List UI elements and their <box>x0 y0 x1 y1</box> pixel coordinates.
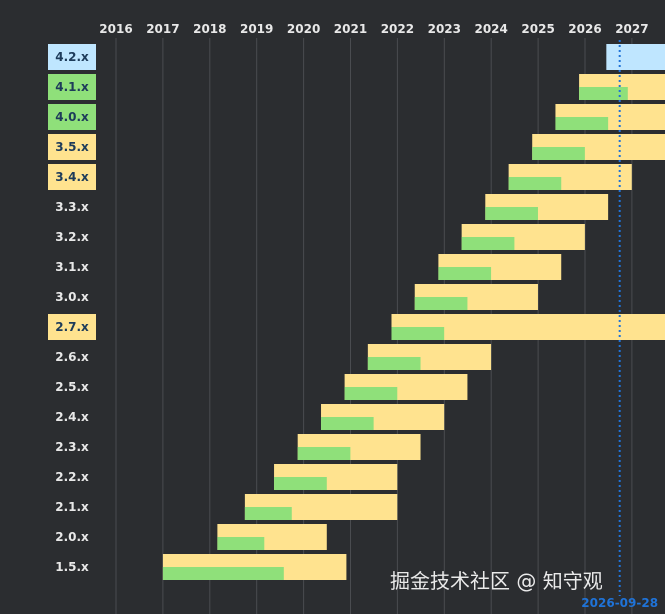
active-bar-2.4.x <box>321 417 374 430</box>
active-bar-2.1.x <box>244 507 292 520</box>
active-bar-3.3.x <box>485 207 538 220</box>
version-badge-2.7.x <box>48 314 96 340</box>
active-bar-3.0.x <box>414 297 468 310</box>
version-label-2.7.x: 2.7.x <box>55 320 89 334</box>
version-label-1.5.x: 1.5.x <box>55 560 89 574</box>
active-bar-2.2.x <box>274 477 327 490</box>
version-label-2.3.x: 2.3.x <box>55 440 89 454</box>
active-bar-4.0.x <box>555 117 609 130</box>
year-label-2026: 2026 <box>568 22 601 36</box>
active-bar-3.2.x <box>461 237 515 250</box>
version-label-2.0.x: 2.0.x <box>55 530 89 544</box>
version-label-3.5.x: 3.5.x <box>55 140 89 154</box>
active-bar-3.5.x <box>532 147 585 160</box>
version-label-3.2.x: 3.2.x <box>55 230 89 244</box>
active-bar-2.3.x <box>297 447 351 460</box>
version-label-3.4.x: 3.4.x <box>55 170 89 184</box>
year-label-2018: 2018 <box>193 22 226 36</box>
version-label-3.3.x: 3.3.x <box>55 200 89 214</box>
year-label-2025: 2025 <box>521 22 554 36</box>
year-label-2019: 2019 <box>240 22 273 36</box>
version-label-3.1.x: 3.1.x <box>55 260 89 274</box>
version-badge-4.1.x <box>48 74 96 100</box>
year-axis: 2016 2017 2018 2019 2020 2021 2022 2023 2024 2025… <box>99 22 648 36</box>
active-bar-1.5.x <box>162 567 284 580</box>
support-bar-4.2.x <box>606 44 665 70</box>
year-label-2016: 2016 <box>99 22 132 36</box>
active-bar-2.7.x <box>391 327 445 340</box>
version-label-2.5.x: 2.5.x <box>55 380 89 394</box>
version-label-2.2.x: 2.2.x <box>55 470 89 484</box>
active-bar-2.5.x <box>344 387 398 400</box>
version-label-2.6.x: 2.6.x <box>55 350 89 364</box>
year-label-2022: 2022 <box>381 22 414 36</box>
version-label-4.0.x: 4.0.x <box>55 110 89 124</box>
version-badge-3.5.x <box>48 134 96 160</box>
year-label-2023: 2023 <box>428 22 461 36</box>
active-bar-2.0.x <box>217 537 265 550</box>
year-label-2021: 2021 <box>334 22 367 36</box>
version-label-2.1.x: 2.1.x <box>55 500 89 514</box>
active-bar-3.4.x <box>508 177 562 190</box>
version-labels: 4.2.x 4.1.x 4.0.x 3.5.x 3.4.x 3.3.x 3.2.x 3.1.x… <box>48 44 96 574</box>
watermark: 掘金技术社区 @ 知守观 <box>390 569 603 593</box>
version-label-3.0.x: 3.0.x <box>55 290 89 304</box>
active-bar-2.6.x <box>367 357 421 370</box>
version-badge-4.2.x <box>48 44 96 70</box>
year-label-2020: 2020 <box>287 22 320 36</box>
version-label-4.2.x: 4.2.x <box>55 50 89 64</box>
active-bar-3.1.x <box>438 267 492 280</box>
version-label-2.4.x: 2.4.x <box>55 410 89 424</box>
version-badge-3.4.x <box>48 164 96 190</box>
year-label-2027: 2027 <box>615 22 648 36</box>
version-label-4.1.x: 4.1.x <box>55 80 89 94</box>
version-badge-4.0.x <box>48 104 96 130</box>
today-date-label: 2026-09-28 <box>581 596 658 610</box>
today-marker: 2026-09-28 <box>581 40 658 610</box>
active-bar-4.1.x <box>579 87 628 100</box>
year-label-2017: 2017 <box>146 22 179 36</box>
version-bars <box>162 44 665 580</box>
year-label-2024: 2024 <box>474 22 507 36</box>
